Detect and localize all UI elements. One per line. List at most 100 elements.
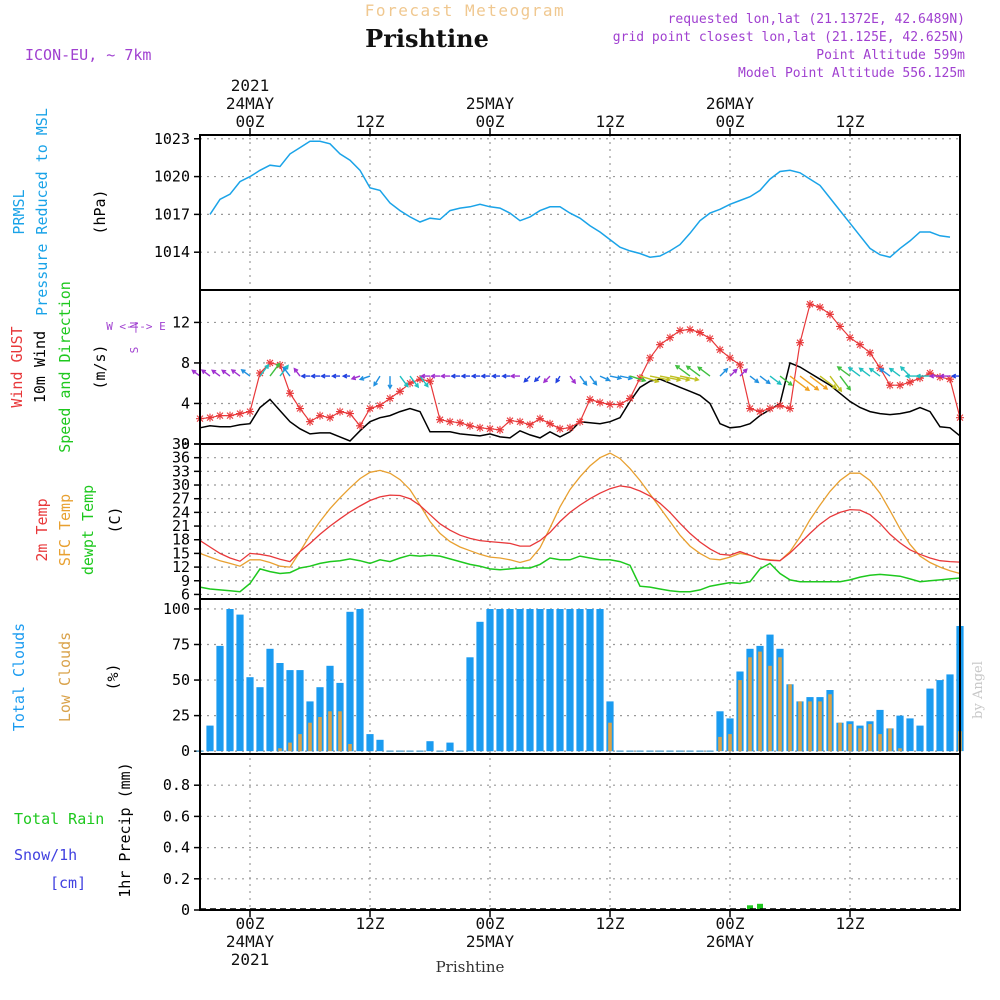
low-clouds-bar	[298, 734, 302, 752]
total-clouds-bar	[236, 614, 244, 752]
low-clouds-bar	[728, 734, 732, 752]
y-tick-label: 9	[181, 572, 190, 590]
wind-direction-arrow	[829, 375, 843, 393]
gust-marker	[706, 334, 714, 343]
wind-direction-arrow	[269, 362, 281, 377]
total-clouds-bar	[596, 609, 604, 752]
y-tick-label: 100	[163, 600, 190, 618]
time-label-top: 00Z	[716, 112, 745, 131]
y-tick-label: 33	[172, 462, 190, 480]
gust-marker	[526, 420, 534, 429]
gust-marker	[786, 404, 794, 413]
gust-marker	[416, 375, 424, 384]
wind-direction-arrow	[789, 375, 811, 392]
gust-marker	[826, 310, 834, 319]
y-tick-label: 0	[181, 901, 190, 919]
time-label-top: 00Z	[476, 112, 505, 131]
gust-marker	[536, 414, 544, 423]
total-clouds-bar	[206, 725, 214, 752]
low-clouds-bar	[858, 728, 862, 752]
gust-marker	[466, 421, 474, 430]
wind-direction-arrow	[719, 367, 729, 377]
wind-direction-arrow	[858, 367, 871, 377]
y-tick-label: 12	[172, 313, 190, 331]
total-clouds-bar	[326, 665, 334, 752]
y-tick-label: 27	[172, 490, 190, 508]
wind-direction-arrow	[928, 373, 940, 379]
y-tick-label: 1014	[154, 243, 190, 261]
wind-direction-arrow	[697, 366, 711, 377]
time-label-top: 12Z	[596, 112, 625, 131]
wind-direction-arrow	[331, 373, 340, 379]
total-clouds-bar	[946, 674, 954, 752]
total-clouds-bar	[216, 645, 224, 752]
wind-direction-arrow	[320, 373, 330, 379]
total-clouds-bar	[926, 688, 934, 752]
y-tick-label: 0.4	[163, 839, 190, 857]
wind-direction-arrow	[685, 365, 701, 377]
wind-direction-arrow	[555, 375, 561, 384]
wind-direction-arrow	[358, 375, 371, 381]
gust-marker	[286, 389, 294, 398]
wind-direction-arrow	[480, 373, 490, 379]
wind-gust-label: Wind GUST	[8, 326, 26, 407]
y-tick-label: 24	[172, 503, 190, 521]
gust-marker	[376, 401, 384, 410]
gust-marker	[236, 409, 244, 418]
gust-marker	[926, 369, 934, 378]
total-clouds-bar	[486, 609, 494, 752]
low-clouds-bar	[718, 736, 722, 752]
gust-marker	[246, 407, 254, 416]
low-clouds-bar	[898, 748, 902, 752]
gust-marker	[266, 358, 274, 367]
total-clouds-bar	[366, 734, 374, 752]
wind-direction-arrow	[439, 373, 450, 379]
wind-direction-arrow	[950, 373, 960, 379]
time-label-top: 12Z	[356, 112, 385, 131]
wind-10m-label: 10m Wind	[31, 331, 49, 403]
gust-marker	[806, 300, 814, 309]
gust-marker	[776, 401, 784, 410]
time-label-top: 2021	[231, 76, 270, 95]
wind-direction-arrow	[878, 367, 891, 377]
y-tick-label: 1023	[154, 130, 190, 148]
y-tick-label: 75	[172, 636, 190, 654]
time-label-bottom: 00Z	[236, 914, 265, 933]
gust-marker	[636, 374, 644, 383]
total-clouds-bar	[516, 609, 524, 752]
wind-direction-arrow	[240, 369, 251, 377]
wind-direction-arrow	[674, 364, 691, 377]
wind-direction-arrow	[799, 375, 820, 391]
wind-direction-arrow	[460, 373, 470, 379]
wind-direction-arrow	[729, 368, 738, 377]
gust-marker	[556, 424, 564, 433]
gust-marker	[836, 322, 844, 331]
time-label-top: 26MAY	[706, 94, 755, 113]
time-label-bottom: 00Z	[716, 914, 745, 933]
gust-marker	[446, 417, 454, 426]
total-clouds-bar	[936, 680, 944, 752]
y-tick-label: 0	[181, 742, 190, 760]
wind-direction-arrow	[915, 373, 930, 379]
gust-marker	[506, 416, 514, 425]
low-clouds-bar	[878, 734, 882, 752]
low-clouds-bar	[288, 742, 292, 752]
gust-marker	[846, 333, 854, 342]
wind-unit: (m/s)	[91, 344, 109, 389]
compass-north: N	[128, 322, 141, 329]
low-clouds-bar	[818, 701, 822, 752]
total-clouds-bar	[466, 657, 474, 752]
precip-unit-label: [cm]	[50, 874, 86, 892]
gust-marker	[646, 353, 654, 362]
gust-marker	[906, 378, 914, 387]
wind-direction-arrow	[211, 369, 221, 377]
clouds-unit: (%)	[104, 663, 122, 690]
gust-marker	[546, 419, 554, 428]
wind-direction-arrow	[221, 369, 231, 377]
wind-direction-arrow	[599, 375, 611, 382]
gust-marker	[696, 328, 704, 337]
total-clouds-bar	[296, 670, 304, 752]
dewpt-line	[199, 554, 961, 593]
wind-direction-arrow	[491, 373, 500, 379]
